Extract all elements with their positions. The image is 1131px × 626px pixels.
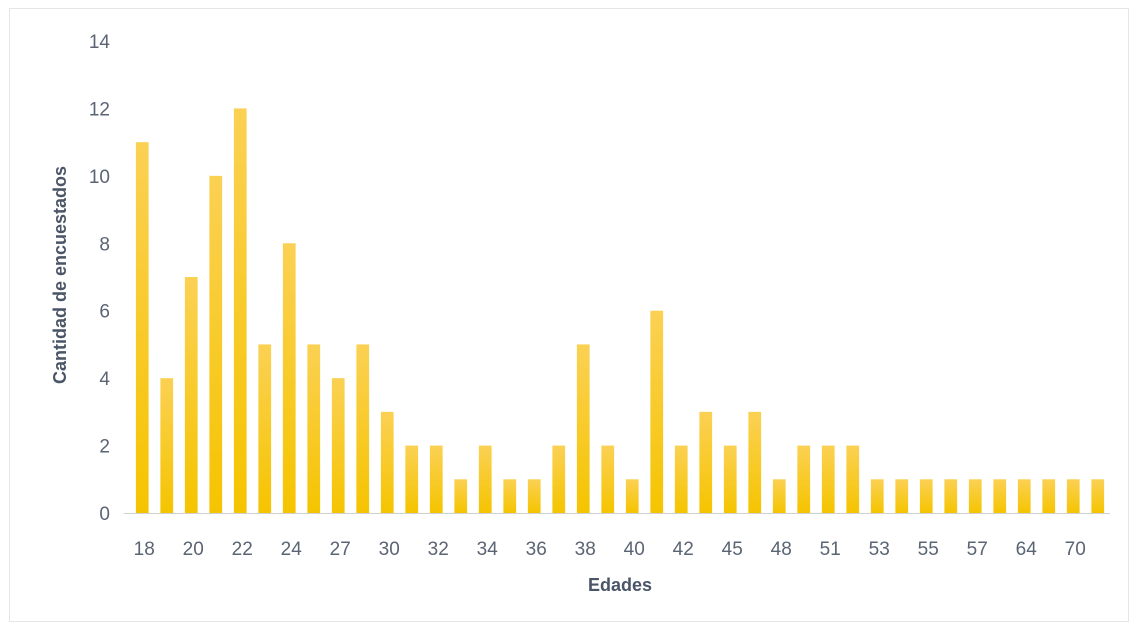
bar-41 [650,310,664,513]
bar-19 [160,378,174,513]
bar-64 [1017,479,1031,513]
bar-54 [895,479,909,513]
bar-38 [576,344,590,513]
bar-48 [772,479,786,513]
x-tick-label: 24 [281,539,303,560]
bar-58 [993,479,1007,513]
bar-28 [356,344,370,513]
bar-65 [1042,479,1056,513]
x-tick-label: 38 [575,539,596,560]
bar-56 [944,479,958,513]
y-tick-label: 10 [89,167,110,188]
x-tick-label: 27 [330,539,351,560]
x-tick-label: 48 [771,539,792,560]
bars-group [135,108,1105,514]
bar-27 [331,378,345,513]
bar-45 [723,445,737,513]
bar-21 [209,175,223,513]
x-axis-title: Edades [588,575,652,595]
bar-36 [527,479,541,513]
y-tick-label: 6 [99,302,110,323]
x-axis-ticks: 18 20 22 24 27 30 32 34 36 38 40 42 45 48 51 53 55 57 64 70 [134,539,1086,560]
x-tick-label: 32 [428,539,449,560]
bar-55 [919,479,933,513]
y-tick-label: 2 [99,437,110,458]
bar-43 [699,411,713,513]
x-tick-label: 57 [967,539,988,560]
bar-24 [282,243,296,514]
bar-23 [258,344,272,513]
bar-52 [846,445,860,513]
bar-18 [135,142,149,513]
x-tick-label: 55 [918,539,939,560]
x-tick-label: 18 [134,539,155,560]
x-tick-label: 45 [722,539,743,560]
bar-30 [380,411,394,513]
y-tick-label: 12 [89,99,110,120]
bar-49 [797,445,811,513]
x-tick-label: 20 [183,539,204,560]
bar-22 [233,108,247,513]
bar-70 [1066,479,1080,513]
x-tick-label: 51 [820,539,841,560]
bar-37 [552,445,566,513]
bar-71 [1091,479,1105,513]
bar-35 [503,479,517,513]
y-tick-label: 14 [89,32,111,53]
y-axis-ticks: 0 2 4 6 8 10 12 14 [89,32,111,525]
y-axis-title: Cantidad de encuestados [50,166,70,384]
bar-51 [821,445,835,513]
bar-31 [405,445,419,513]
bar-25 [307,344,321,513]
x-tick-label: 22 [232,539,253,560]
x-tick-label: 34 [477,539,499,560]
bar-39 [601,445,615,513]
bar-20 [184,277,198,513]
x-tick-label: 70 [1065,539,1086,560]
bar-42 [674,445,688,513]
bar-32 [429,445,443,513]
x-tick-label: 40 [624,539,645,560]
bar-57 [968,479,982,513]
bar-53 [870,479,884,513]
y-tick-label: 0 [99,504,110,525]
bar-34 [478,445,492,513]
y-tick-label: 8 [99,234,110,255]
y-tick-label: 4 [99,369,110,390]
x-tick-label: 42 [673,539,694,560]
bar-33 [454,479,468,513]
x-tick-label: 53 [869,539,890,560]
bar-40 [625,479,639,513]
x-tick-label: 64 [1016,539,1038,560]
x-tick-label: 36 [526,539,547,560]
bar-46 [748,411,762,513]
x-tick-label: 30 [379,539,400,560]
